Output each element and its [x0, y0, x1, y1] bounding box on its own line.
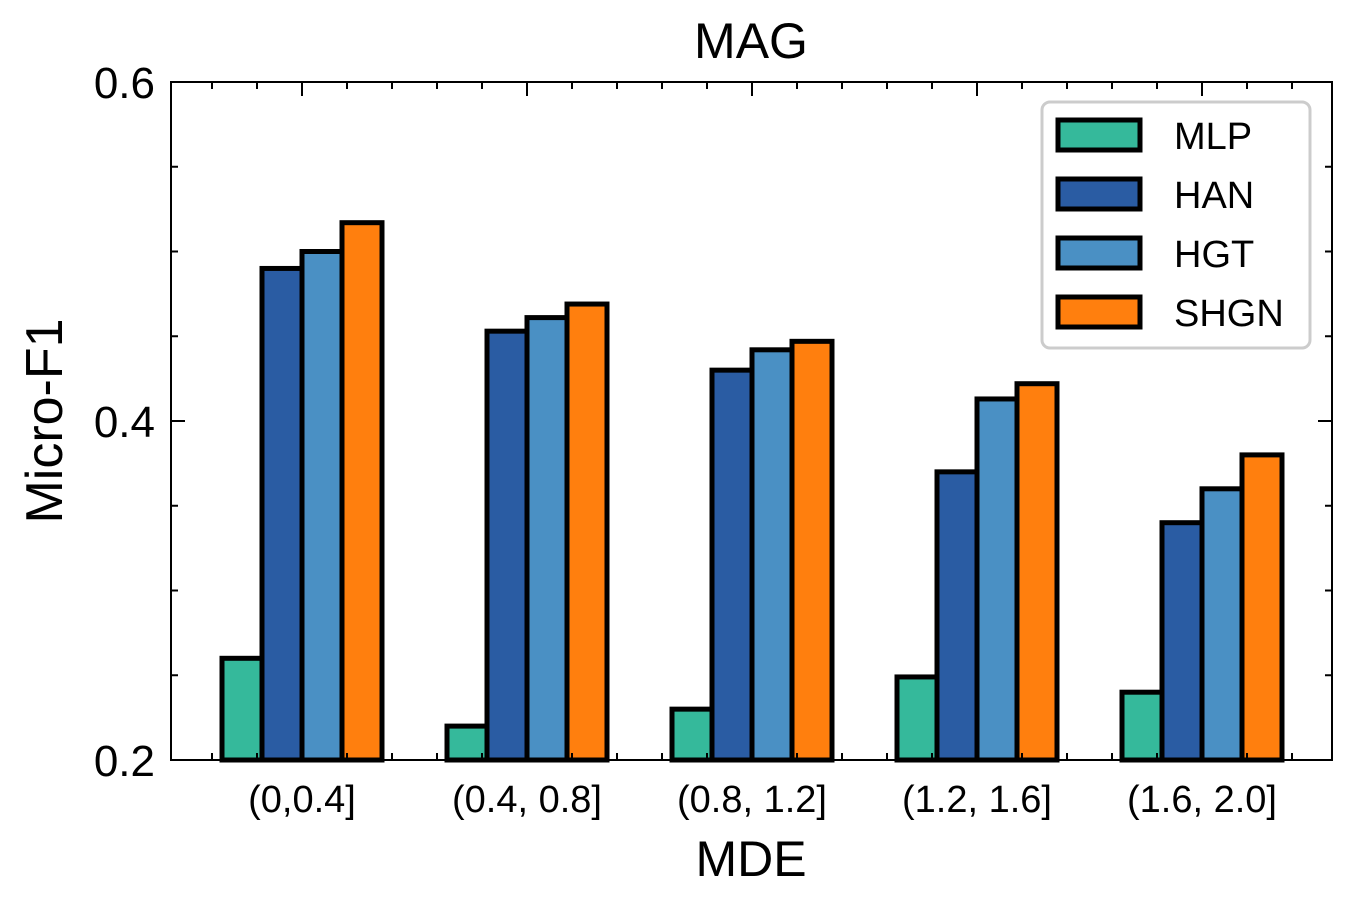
y-tick-label: 0.6	[94, 59, 155, 108]
bar-hgt-1	[524, 315, 570, 763]
bar-han-4	[1159, 520, 1205, 763]
x-tick-label: (1.2, 1.6]	[902, 779, 1052, 821]
bar-han-1	[484, 328, 530, 763]
plot-frame	[170, 81, 1333, 761]
x-tick-label: (1.6, 2.0]	[1127, 779, 1277, 821]
bar-shgn-3	[1014, 381, 1060, 763]
legend-swatch-han	[1055, 176, 1143, 212]
x-axis-label: MDE	[695, 831, 806, 887]
bar-shgn-2	[789, 338, 835, 763]
legend-label-han: HAN	[1174, 175, 1254, 217]
x-tick-label: (0,0.4]	[248, 779, 356, 821]
x-tick-label: (0.4, 0.8]	[452, 779, 602, 821]
bar-hgt-2	[749, 347, 795, 763]
y-tick-label: 0.2	[94, 737, 155, 786]
bar-han-2	[709, 367, 755, 763]
bar-mlp-2	[669, 706, 715, 763]
bar-hgt-4	[1199, 486, 1245, 763]
chart-title: MAG	[694, 13, 808, 69]
legend-swatch-shgn	[1055, 294, 1143, 330]
bars-group	[219, 220, 1285, 763]
legend-frame	[1040, 100, 1312, 350]
y-axis-label: Micro-F1	[16, 318, 74, 523]
legend-label-hgt: HGT	[1174, 234, 1254, 276]
legend-swatch-mlp	[1055, 117, 1143, 153]
y-tick-label: 0.4	[94, 398, 155, 447]
legend-label-mlp: MLP	[1174, 116, 1252, 158]
legend-label-shgn: SHGN	[1174, 293, 1284, 335]
bar-shgn-1	[564, 301, 610, 763]
legend: MLP HAN HGT SHGN	[1040, 100, 1312, 350]
bar-hgt-3	[974, 396, 1020, 763]
tick-labels: 0.2 0.4 0.6 (0,0.4] (0.4, 0.8] (0.8, 1.2] (1.2…	[94, 59, 1277, 821]
bar-shgn-4	[1239, 452, 1285, 763]
legend-swatch-hgt	[1055, 235, 1143, 271]
bar-mlp-4	[1119, 689, 1165, 763]
bar-mlp-3	[894, 674, 940, 763]
bar-mlp-0	[219, 655, 265, 763]
bar-han-0	[259, 265, 305, 763]
bar-han-3	[934, 469, 980, 763]
x-tick-label: (0.8, 1.2]	[677, 779, 827, 821]
bar-hgt-0	[299, 249, 345, 763]
bar-shgn-0	[339, 220, 385, 763]
